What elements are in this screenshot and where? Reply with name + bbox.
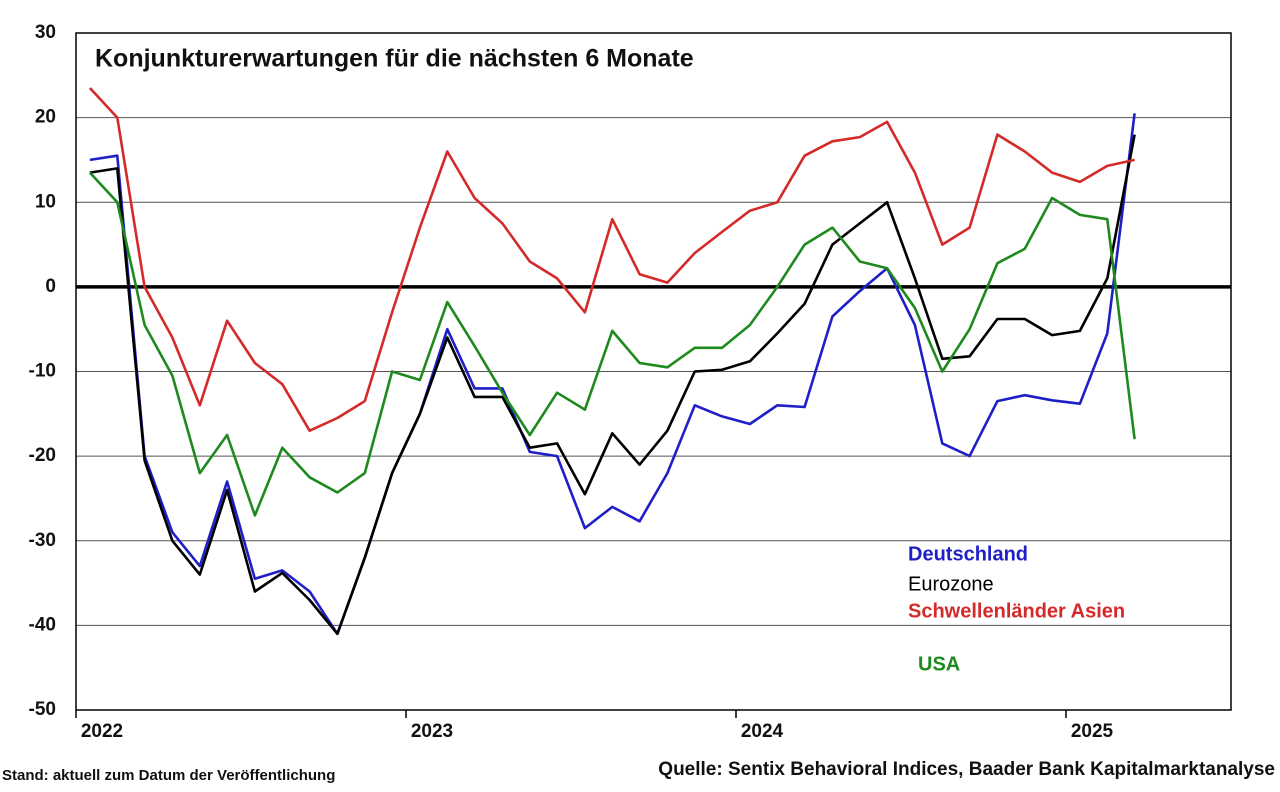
y-tick-label: 30 bbox=[35, 22, 56, 43]
footnote: Stand: aktuell zum Datum der Veröffentli… bbox=[2, 767, 335, 784]
x-tick-label: 2023 bbox=[411, 721, 453, 742]
line-series bbox=[89, 113, 1136, 636]
chart-title: Konjunkturerwartungen für die nächsten 6… bbox=[95, 45, 694, 73]
legend-entry: Deutschland bbox=[908, 543, 1028, 565]
line-series bbox=[89, 134, 1136, 636]
legend-entry: USA bbox=[918, 653, 960, 675]
y-tick-label: 10 bbox=[35, 191, 56, 212]
legend-entry: Eurozone bbox=[908, 573, 994, 595]
line-series bbox=[88, 171, 1136, 517]
legend-entry: Schwellenländer Asien bbox=[908, 600, 1125, 622]
y-tick-label: -40 bbox=[29, 614, 56, 635]
y-tick-label: 20 bbox=[35, 107, 56, 128]
y-tick-label: -30 bbox=[29, 530, 56, 551]
y-tick-label: 0 bbox=[45, 276, 56, 297]
y-tick-label: -50 bbox=[29, 699, 56, 720]
y-tick-label: -10 bbox=[29, 361, 56, 382]
x-tick-label: 2024 bbox=[741, 721, 784, 742]
line-series bbox=[88, 87, 1135, 432]
plot-border bbox=[75, 32, 1232, 711]
y-tick-label: -20 bbox=[29, 445, 56, 466]
x-tick-label: 2025 bbox=[1071, 721, 1114, 742]
x-tick-label: 2022 bbox=[81, 721, 123, 742]
source: Quelle: Sentix Behavioral Indices, Baade… bbox=[658, 759, 1275, 780]
